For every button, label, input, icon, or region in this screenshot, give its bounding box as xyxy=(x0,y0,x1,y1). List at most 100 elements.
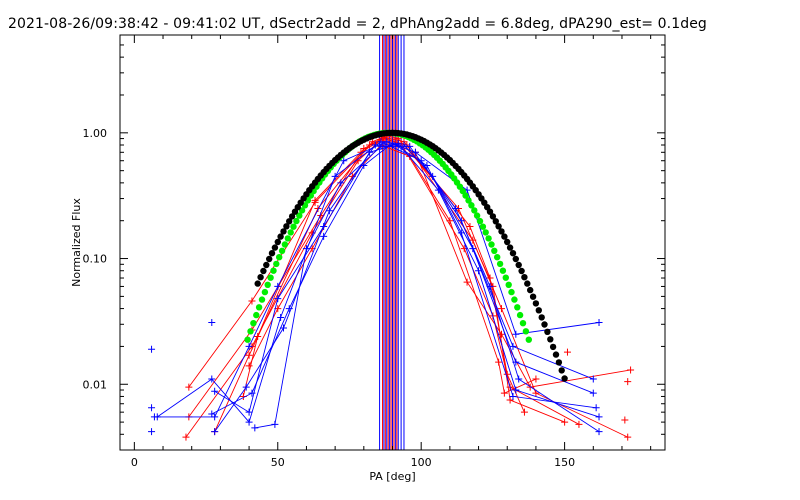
series-point xyxy=(254,332,262,340)
model-point xyxy=(250,320,257,327)
model-point xyxy=(495,223,502,230)
vertical-markers xyxy=(379,35,405,450)
series-point xyxy=(211,413,219,421)
series-point xyxy=(274,295,282,303)
isolated-point xyxy=(624,378,632,386)
model-point xyxy=(527,286,534,294)
series-point xyxy=(280,324,287,332)
series-point xyxy=(242,383,250,391)
model-point xyxy=(267,274,274,281)
series-point xyxy=(271,420,279,428)
model-point xyxy=(293,217,300,225)
series-point xyxy=(532,375,540,383)
axes: 0 50 100 150 0.01 0.10 1.00 xyxy=(83,34,665,469)
series-point xyxy=(509,392,517,400)
model-point xyxy=(288,213,296,220)
model-point xyxy=(261,288,269,296)
series-point xyxy=(463,278,471,286)
series-line xyxy=(154,141,600,418)
model-point xyxy=(491,247,498,254)
model-point xyxy=(514,304,521,311)
model-point xyxy=(471,207,478,214)
model-point xyxy=(260,267,267,275)
model-point xyxy=(244,336,251,343)
series-point xyxy=(423,161,431,169)
series-point xyxy=(360,161,368,169)
isolated-point xyxy=(563,348,571,356)
model-point xyxy=(271,244,279,251)
x-axis-label: PA [deg] xyxy=(369,470,415,483)
series-point xyxy=(245,418,253,426)
model-point xyxy=(489,213,497,220)
model-point xyxy=(509,250,517,257)
series-point xyxy=(248,297,256,305)
series-point xyxy=(182,433,190,441)
series-point xyxy=(466,222,474,230)
series-point xyxy=(595,413,603,421)
model-point xyxy=(266,255,273,263)
model-point xyxy=(476,217,484,225)
series-point xyxy=(457,229,465,237)
model-point xyxy=(286,218,293,225)
series-point xyxy=(325,207,333,215)
model-point xyxy=(268,250,276,257)
series-point xyxy=(498,305,505,313)
y-tick-label: 0.01 xyxy=(83,378,108,391)
series-point xyxy=(153,413,161,421)
model-point xyxy=(274,238,281,246)
series-point xyxy=(589,389,597,397)
isolated-point xyxy=(621,416,629,424)
series-point xyxy=(509,342,517,350)
series-point xyxy=(274,282,282,290)
chart-title: 2021-08-26/09:38:42 - 09:41:02 UT, dSect… xyxy=(8,16,707,32)
series-point xyxy=(452,205,460,213)
series-point xyxy=(340,157,348,165)
model-point xyxy=(501,233,508,240)
model-point xyxy=(525,336,532,343)
model-point xyxy=(511,296,518,303)
model-point xyxy=(273,260,280,268)
model-point xyxy=(473,212,481,219)
series-point xyxy=(320,222,328,230)
model-point xyxy=(561,375,568,382)
model-point xyxy=(465,197,472,204)
series-line xyxy=(248,144,537,394)
series-line xyxy=(254,145,600,432)
series-point xyxy=(389,139,396,147)
series-point xyxy=(561,418,569,426)
model-point xyxy=(549,343,557,351)
model-point xyxy=(505,281,512,288)
series-point xyxy=(371,141,379,149)
model-point xyxy=(498,228,505,235)
model-point xyxy=(544,328,551,335)
model-point xyxy=(538,314,545,321)
model-point xyxy=(284,235,291,242)
series-point xyxy=(320,232,328,240)
model-curves xyxy=(244,129,568,382)
model-point xyxy=(518,267,525,275)
series-point xyxy=(248,389,256,397)
model-point xyxy=(532,300,540,307)
series-point xyxy=(406,142,414,150)
series-line xyxy=(188,138,628,438)
series-point xyxy=(277,313,285,321)
model-point xyxy=(541,321,548,328)
model-point xyxy=(253,311,260,319)
model-point xyxy=(482,229,489,236)
y-tick-label: 0.10 xyxy=(83,253,108,266)
series-point xyxy=(337,179,345,187)
series-point xyxy=(245,408,253,416)
model-point xyxy=(494,254,501,261)
series-point xyxy=(285,305,293,313)
series-point xyxy=(245,351,253,359)
model-point xyxy=(519,320,527,327)
model-point xyxy=(529,293,537,300)
model-point xyxy=(485,235,492,242)
model-point xyxy=(496,260,504,268)
model-point xyxy=(492,218,499,225)
series-line xyxy=(185,139,631,438)
series-point xyxy=(400,141,408,149)
model-point xyxy=(524,280,531,287)
x-tick-label: 150 xyxy=(554,456,575,469)
